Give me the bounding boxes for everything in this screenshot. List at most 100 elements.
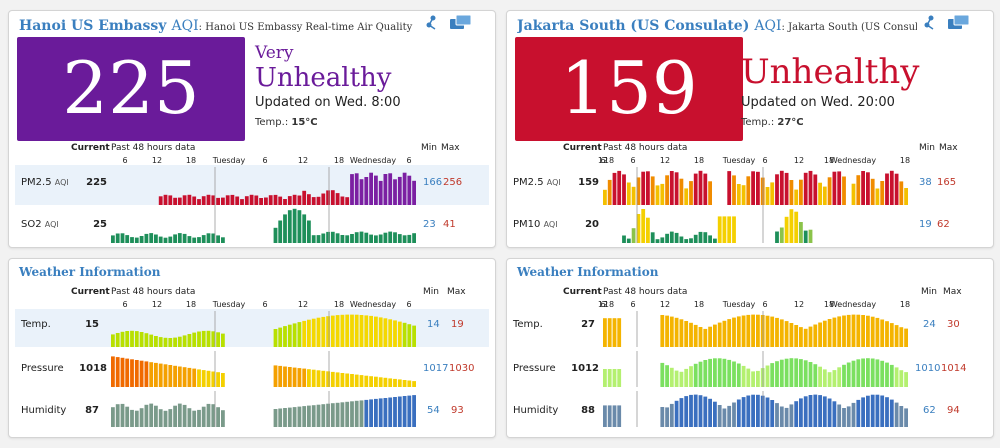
sparkline-bar [789,209,794,243]
station-title: Jakarta South (US Consulate) AQI: Jakart… [517,15,917,34]
pm25-sparkline[interactable] [111,167,417,205]
row-min-temp: 14 [427,319,440,330]
sparkline-bar [407,380,412,387]
sparkline-bar [201,330,206,347]
sparkline-bar [158,196,163,205]
sparkline-bar [407,175,412,205]
axis-tick-label: Wednesday [350,156,397,165]
sparkline-bar [612,405,617,427]
sparkline-bar [626,182,631,205]
sparkline-bar [407,324,412,347]
sparkline-bar [885,173,889,205]
sparkline-bar [359,375,364,387]
row-max-pm10: 62 [937,219,950,230]
sparkline-bar [679,371,684,387]
sparkline-bar [799,179,803,205]
sparkline-bar [684,239,689,243]
sparkline-bar [221,197,225,205]
sparkline-bar [775,317,779,347]
sparkline-bar [885,321,889,347]
sparkline-bar [899,370,904,387]
sparkline-bar [756,370,760,387]
sparkline-bar [149,233,154,243]
humidity-sparkline[interactable] [111,391,417,427]
sparkline-bar [866,395,870,427]
sparkline-bar [383,174,388,205]
sparkline-bar [134,237,139,243]
row-min-temp: 24 [923,319,936,330]
temp-sparkline[interactable] [111,311,417,347]
sparkline-bar [665,233,669,243]
pm25-sparkline[interactable] [603,167,909,205]
sparkline-bar [302,214,307,243]
axis-tick-label: Wednesday [830,156,877,165]
sparkline-bar [646,171,650,205]
sparkline-bar [221,333,225,347]
sparkline-bar [307,405,311,427]
sparkline-bar [837,367,842,387]
sparkline-bar [374,316,378,347]
aqi-label: AQI [171,18,199,34]
sparkline-bar [134,410,139,427]
sparkline-bar [235,196,240,205]
sparkline-bar [292,208,297,243]
sparkline-bar [803,230,808,243]
sparkline-bar [784,407,789,427]
sparkline-bar [832,317,837,347]
pressure-sparkline[interactable] [111,351,417,387]
sparkline-bar [894,367,899,387]
sparkline-bar [326,316,330,347]
sparkline-bar [813,364,818,387]
sparkline-bar [335,315,340,347]
humidity-sparkline[interactable] [603,391,909,427]
sparkline-bar [407,395,412,427]
pm10-sparkline[interactable] [603,205,909,243]
sparkline-bar [689,181,693,205]
sparkline-bar [326,190,330,205]
sparkline-bar [794,189,799,205]
sparkline-bar [631,186,636,205]
sparkline-bar [139,332,144,347]
sparkline-bar [727,359,732,387]
sparkline-bar [177,403,182,427]
sparkline-bar [822,396,827,427]
pressure-sparkline[interactable] [603,351,909,387]
sparkline-bar [311,405,316,427]
sparkline-bar [388,397,393,427]
aqi-value: 159 [560,46,698,130]
sparkline-bar [650,232,655,243]
row-label-pm25: PM2.5 AQI [21,177,69,188]
so2-sparkline[interactable] [111,205,417,243]
sparkline-bar [813,394,818,427]
sparkline-bar [665,175,669,205]
sparkline-bar [168,338,173,347]
row-current-pressure: 1018 [79,363,107,374]
share-icon[interactable] [423,14,441,32]
temp-sparkline[interactable] [603,311,909,347]
sparkline-bar [727,405,732,427]
sparkline-bar [674,370,679,387]
share-icon[interactable] [921,14,939,32]
sparkline-bar [359,400,364,427]
sparkline-bar [125,358,130,387]
sparkline-bar [636,177,641,205]
sparkline-bar [646,217,650,243]
sparkline-bar [316,404,321,427]
station-city-link[interactable]: Jakarta South (US Consulate) [517,18,750,34]
sparkline-bar [268,195,273,205]
sparkline-bar [364,315,369,347]
row-current-temp: 27 [581,319,595,330]
station-desc: : Jakarta South (US Consulat [781,22,917,33]
windows-icon[interactable] [449,14,473,32]
hanoi-aqi-tick-axis: 6 12 18 Tuesday 6 12 18 Wednesday 6 [122,156,411,165]
sparkline-bar [765,187,770,205]
sparkline-bar [383,398,388,427]
sparkline-bar [732,402,736,427]
sparkline-bar [350,174,354,205]
sparkline-bar [340,196,345,205]
sparkline-bar [326,403,330,427]
windows-icon[interactable] [947,14,971,32]
sparkline-bar [665,365,669,387]
sparkline-bar [402,235,407,243]
station-city-link[interactable]: Hanoi US Embassy [19,18,167,34]
